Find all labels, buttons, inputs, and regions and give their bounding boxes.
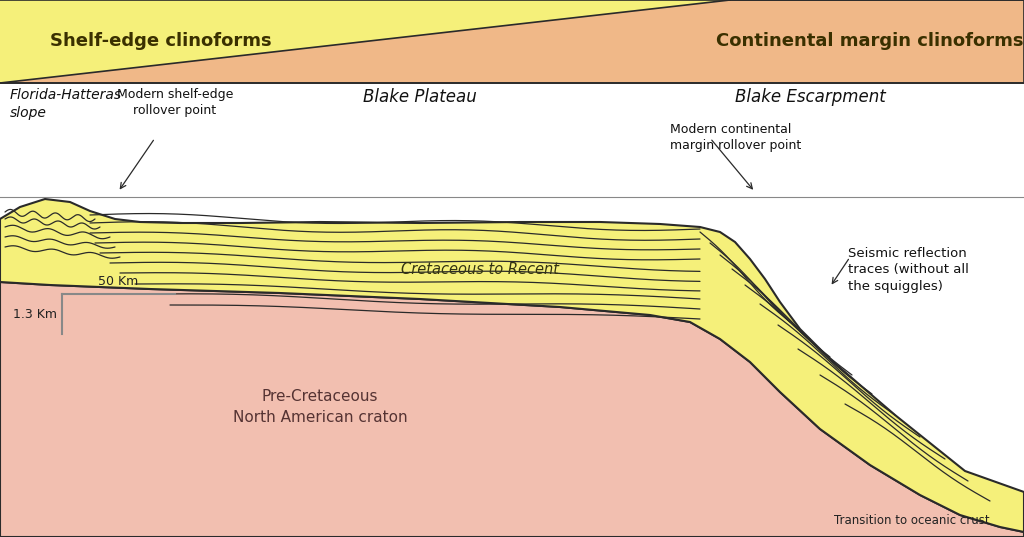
Polygon shape: [0, 199, 1024, 532]
Text: Modern shelf-edge
rollover point: Modern shelf-edge rollover point: [117, 88, 233, 117]
Text: Continental margin clinoforms: Continental margin clinoforms: [716, 33, 1024, 50]
Polygon shape: [0, 282, 1024, 537]
Text: Cretaceous to Recent: Cretaceous to Recent: [401, 262, 559, 277]
Polygon shape: [0, 0, 730, 83]
Text: Pre-Cretaceous
North American craton: Pre-Cretaceous North American craton: [232, 389, 408, 425]
Text: Blake Escarpment: Blake Escarpment: [734, 88, 886, 106]
Text: Modern continental
margin rollover point: Modern continental margin rollover point: [670, 123, 801, 152]
Text: Blake Plateau: Blake Plateau: [364, 88, 477, 106]
Text: Seismic reflection
traces (without all
the squiggles): Seismic reflection traces (without all t…: [848, 247, 969, 293]
Text: Shelf-edge clinoforms: Shelf-edge clinoforms: [50, 33, 271, 50]
Polygon shape: [0, 0, 1024, 83]
Text: 50 Km: 50 Km: [98, 275, 138, 288]
Text: 1.3 Km: 1.3 Km: [13, 308, 57, 321]
Text: Florida-Hatteras
slope: Florida-Hatteras slope: [10, 88, 122, 120]
Text: Transition to oceanic crust: Transition to oceanic crust: [835, 514, 990, 527]
